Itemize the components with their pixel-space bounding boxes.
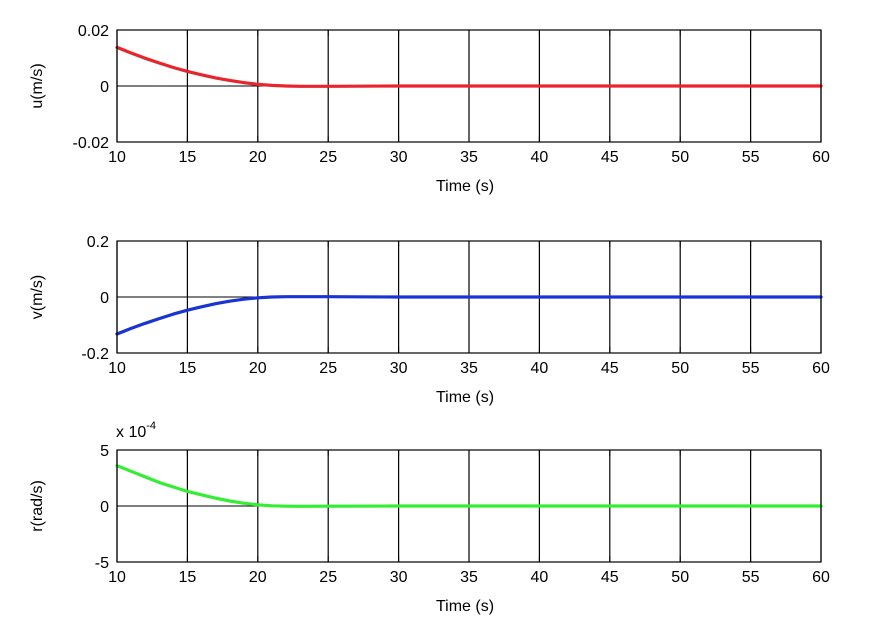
axes-frame [116,240,822,354]
exponent-label: x 10-4 [116,420,156,441]
x-tick-label: 25 [319,360,337,377]
x-tick-label: 55 [742,149,760,166]
x-tick-label: 10 [108,149,126,166]
x-tick-label: 15 [179,569,197,586]
x-tick-label: 50 [671,569,689,586]
x-tick-label: 40 [531,149,549,166]
x-tick-label: 40 [531,569,549,586]
x-tick-label: 20 [249,360,267,377]
series-line-1 [115,295,823,336]
series-line-1 [115,45,823,88]
x-tick-label: 55 [742,360,760,377]
x-tick-label: 60 [812,149,830,166]
x-tick-label: 35 [460,569,478,586]
y-tick-label: 0 [100,499,109,516]
series-line-1 [115,464,823,508]
x-tick-label: 55 [742,569,760,586]
x-tick-label: 25 [319,149,337,166]
x-tick-label: 25 [319,569,337,586]
x-tick-label: 30 [390,360,408,377]
x-tick-label: 45 [601,149,619,166]
y-tick-label: 0 [100,290,109,307]
chart-panel-2: 10 15 20 25 30 35 40 45 50 55 60 -0.2 0 0.2 Time (s) v(… [29,234,830,406]
x-tick-label: 50 [671,149,689,166]
y-tick-label: 0.02 [78,23,109,40]
x-tick-label: 60 [812,360,830,377]
axes-frame [116,29,822,143]
y-tick-label: -0.2 [81,346,109,363]
x-tick-label: 35 [460,360,478,377]
x-tick-label: 15 [179,360,197,377]
x-tick-label: 40 [531,360,549,377]
x-axis-label: Time (s) [436,178,494,195]
x-tick-label: 20 [249,149,267,166]
x-tick-label: 30 [390,149,408,166]
y-tick-label: -0.02 [73,135,110,152]
x-tick-label: 50 [671,360,689,377]
x-tick-label: 30 [390,569,408,586]
x-tick-label: 60 [812,569,830,586]
x-tick-label: 10 [108,569,126,586]
x-tick-label: 45 [601,360,619,377]
x-tick-label: 15 [179,149,197,166]
y-tick-label: 0.2 [87,234,109,251]
axes-frame [116,449,822,563]
chart-panel-1: 10 15 20 25 30 35 40 45 50 55 60 -0.02 0 0.02 Time (s)… [29,23,830,195]
y-axis-label: r(rad/s) [29,480,46,532]
chart-panel-3: 10 15 20 25 30 35 40 45 50 55 60 -5 0 5 Time (s) r(rad/… [29,420,830,615]
x-tick-label: 45 [601,569,619,586]
exponent-power: -4 [146,420,156,432]
y-tick-label: 0 [100,79,109,96]
x-tick-label: 35 [460,149,478,166]
x-tick-label: 10 [108,360,126,377]
x-tick-label: 20 [249,569,267,586]
y-axis-label: v(m/s) [29,275,46,319]
y-tick-label: -5 [95,555,109,572]
y-axis-label: u(m/s) [29,63,46,108]
exponent-base: x 10 [116,424,146,441]
x-axis-label: Time (s) [436,389,494,406]
y-tick-label: 5 [100,443,109,460]
x-axis-label: Time (s) [436,598,494,615]
